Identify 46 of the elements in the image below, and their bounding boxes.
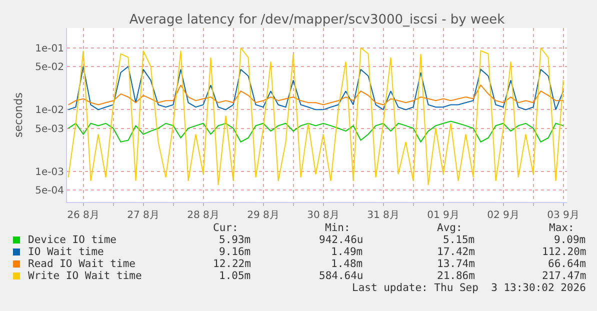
line-series xyxy=(68,66,564,110)
text: 217.47m xyxy=(542,270,586,282)
text: 112.20m xyxy=(542,246,586,258)
line-series xyxy=(68,120,564,142)
legend-label: IO Wait time xyxy=(28,246,104,258)
legend-label: Read IO Wait time xyxy=(28,258,136,270)
text: Cur: xyxy=(213,222,238,234)
text: 1.05m xyxy=(219,270,251,282)
text: Min: xyxy=(325,222,350,234)
y-tick-label: 5e-04 xyxy=(35,186,64,197)
text: 5.93m xyxy=(219,234,251,246)
y-tick-label: 1e-02 xyxy=(35,105,64,116)
text: 17.42m xyxy=(437,246,475,258)
legend-label: Device IO time xyxy=(28,234,117,246)
text: 1.48m xyxy=(331,258,363,270)
text: Avg: xyxy=(437,222,462,234)
text: 1.49m xyxy=(331,246,363,258)
x-tick-label: 03 9月 xyxy=(547,210,580,221)
line-series xyxy=(68,47,564,186)
text: 9.09m xyxy=(554,234,586,246)
text: 12.22m xyxy=(213,258,251,270)
x-tick-label: 28 8月 xyxy=(187,210,220,221)
y-tick-label: 5e-03 xyxy=(35,124,64,135)
y-tick-label: 1e-01 xyxy=(35,43,64,54)
text: 66.64m xyxy=(548,258,586,270)
x-tick-label: 26 8月 xyxy=(67,210,100,221)
text: 21.86m xyxy=(437,270,475,282)
text: 13.74m xyxy=(437,258,475,270)
text: 942.46u xyxy=(319,234,364,246)
x-tick-label: 31 8月 xyxy=(367,210,400,221)
text: 9.16m xyxy=(219,246,251,258)
line-series xyxy=(68,84,564,106)
x-tick-label: 27 8月 xyxy=(127,210,160,221)
text: Max: xyxy=(549,222,574,234)
text: 584.64u xyxy=(319,270,364,282)
x-tick-label: 02 9月 xyxy=(487,210,520,221)
y-axis-title: seconds xyxy=(12,92,25,138)
text: 5.15m xyxy=(443,234,475,246)
text: Last update: Thu Sep 3 13:30:02 2026 xyxy=(352,282,586,294)
y-tick-label: 1e-03 xyxy=(35,166,64,178)
x-tick-label: 01 9月 xyxy=(427,210,460,221)
x-tick-label: 30 8月 xyxy=(307,210,340,221)
chart-title: Average latency for /dev/mapper/scv3000_iscsi - by week xyxy=(129,12,506,28)
y-tick-label: 5e-02 xyxy=(35,62,64,73)
x-tick-label: 29 8月 xyxy=(247,210,280,221)
legend-label: Write IO Wait time xyxy=(28,270,142,282)
